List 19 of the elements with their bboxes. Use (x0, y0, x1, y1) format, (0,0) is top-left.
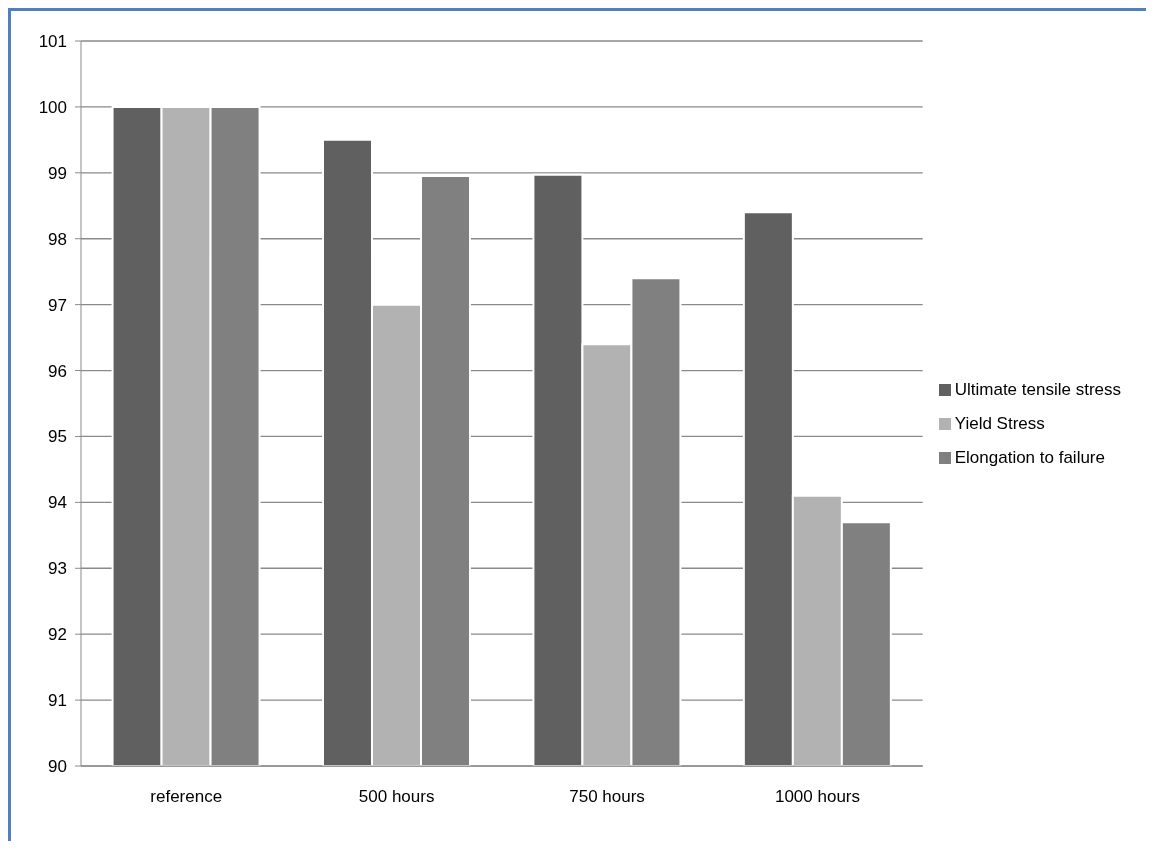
y-tick-label: 101 (38, 32, 67, 52)
y-tick-label: 94 (48, 493, 67, 513)
y-tick-label: 100 (38, 97, 67, 117)
legend-label: Ultimate tensile stress (954, 379, 1121, 399)
y-tick-label: 97 (48, 295, 67, 315)
x-tick-label: reference (150, 787, 223, 807)
legend-label: Yield Stress (954, 413, 1045, 433)
y-tick-label: 99 (48, 163, 67, 183)
y-tick-label: 90 (48, 757, 67, 777)
y-tick-label: 98 (48, 229, 67, 249)
y-tick-label: 91 (48, 691, 67, 711)
y-tick-label: 92 (48, 625, 67, 645)
x-tick-label: 1000 hours (774, 787, 861, 807)
y-tick-label: 96 (48, 361, 67, 381)
y-tick-label: 95 (48, 427, 67, 447)
legend-label: Elongation to failure (954, 447, 1105, 467)
y-tick-label: 93 (48, 559, 67, 579)
x-tick-label: 500 hours (358, 787, 435, 807)
x-tick-label: 750 hours (569, 787, 645, 807)
